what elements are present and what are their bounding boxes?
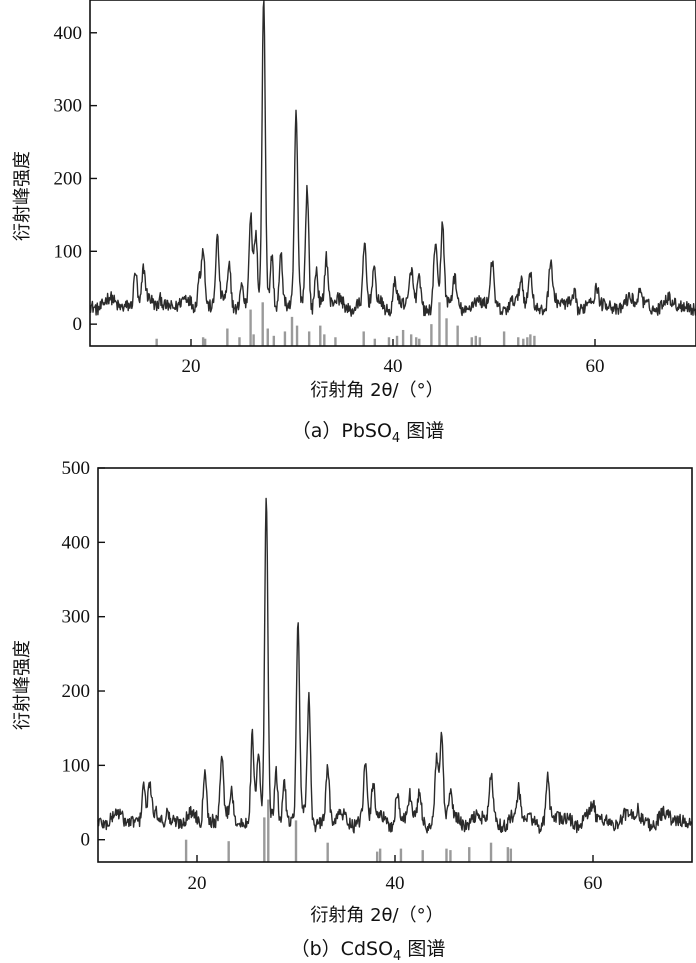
y-tick-label: 400 [54, 23, 83, 44]
diffraction-profile [89, 0, 696, 317]
x-tick-label: 20 [182, 356, 201, 377]
y-tick-label: 0 [81, 830, 91, 851]
y-axis-label: 衍射峰强度 [12, 151, 33, 241]
x-axis-label: 衍射角 2θ/（°） [310, 380, 443, 401]
y-tick-label: 400 [62, 532, 91, 553]
y-axis-label: 衍射峰强度 [12, 640, 33, 730]
x-tick-label: 20 [188, 873, 207, 894]
y-tick-label: 0 [73, 314, 83, 335]
diffraction-profile [97, 497, 693, 834]
y-tick-label: 100 [62, 755, 91, 776]
y-tick-label: 100 [54, 241, 83, 262]
y-tick-label: 200 [54, 168, 83, 189]
y-tick-label: 200 [62, 681, 91, 702]
panel-caption: （a）PbSO4 图谱 [292, 420, 445, 446]
y-tick-label: 500 [62, 458, 91, 479]
y-tick-label: 300 [62, 607, 91, 628]
x-tick-label: 60 [586, 356, 605, 377]
y-tick-label: 300 [54, 96, 83, 117]
x-axis-label: 衍射角 2θ/（°） [310, 905, 443, 926]
x-tick-label: 60 [584, 873, 603, 894]
panel-caption: （b）CdSO4 图谱 [291, 938, 446, 963]
x-tick-label: 40 [386, 873, 405, 894]
x-tick-label: 40 [384, 356, 403, 377]
